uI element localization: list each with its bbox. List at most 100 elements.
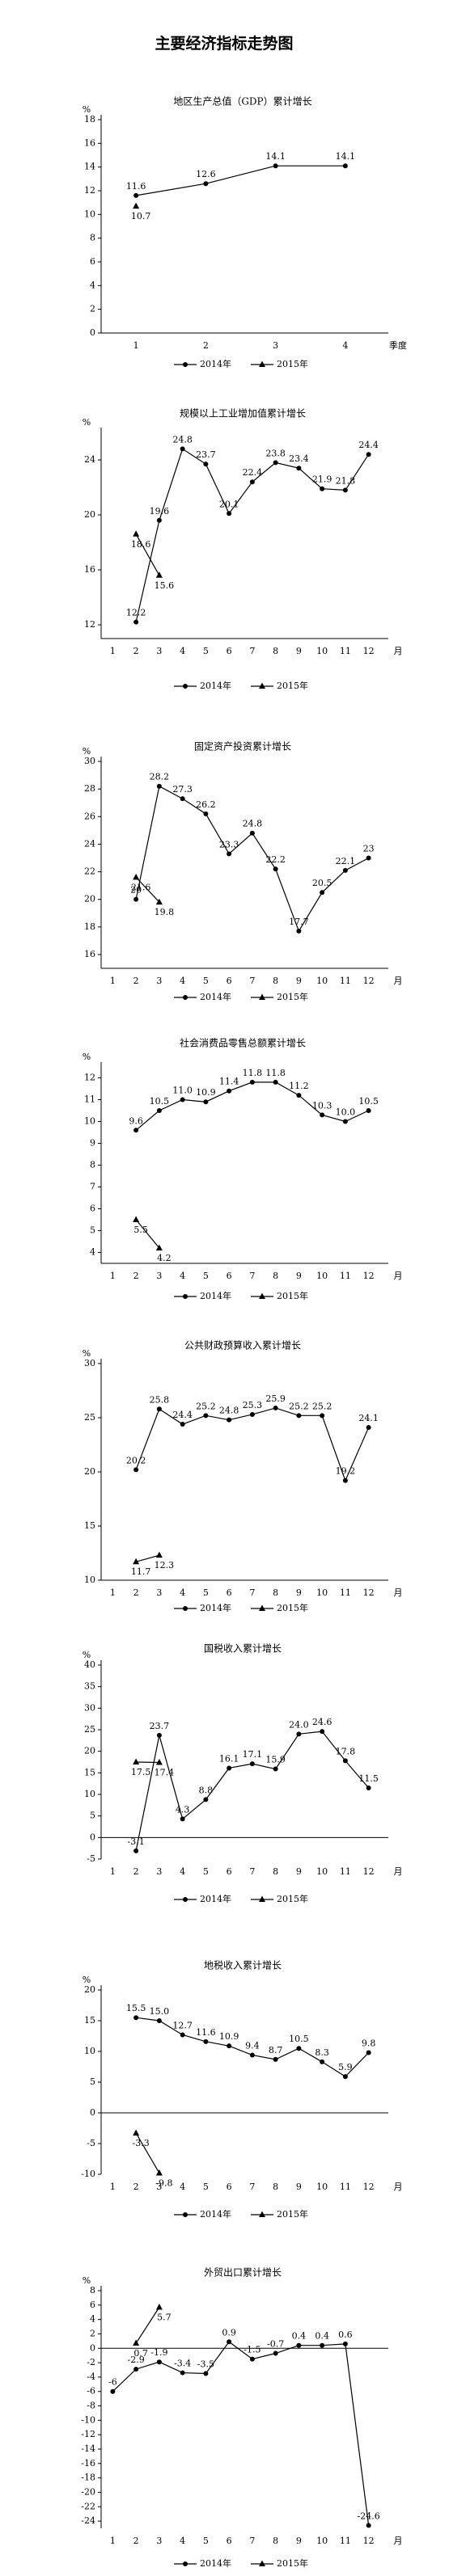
y-tick-label: 20: [84, 1466, 95, 1477]
data-label: 11.6: [196, 2027, 216, 2038]
legend-marker: [183, 995, 188, 1000]
data-point: [133, 2015, 139, 2021]
data-label: 25.3: [243, 1400, 263, 1410]
data-label: 20.2: [126, 1455, 146, 1465]
x-axis-label: 月: [394, 2182, 403, 2192]
y-tick-label: 18: [84, 921, 95, 932]
data-point: [133, 1216, 140, 1222]
data-point: [366, 2523, 371, 2528]
data-point: [203, 1413, 209, 1419]
data-label: 0.4: [292, 2331, 307, 2342]
data-point: [155, 2169, 163, 2176]
data-point: [273, 163, 278, 169]
y-tick-label: 6: [90, 1204, 95, 1214]
x-axis-label: 月: [394, 1271, 403, 1281]
legend-label: 2015年: [277, 1290, 308, 1301]
y-tick-label: 30: [84, 756, 95, 766]
x-tick-label: 4: [180, 1271, 185, 1281]
data-point: [296, 1413, 302, 1419]
legend-label: 2014年: [200, 680, 231, 691]
y-tick-label: 15: [84, 1520, 95, 1531]
data-point: [133, 1848, 139, 1853]
data-point: [320, 1112, 325, 1118]
y-tick-label: 40: [84, 1659, 95, 1670]
x-axis-label: 月: [394, 1587, 403, 1598]
y-tick-label: -14: [81, 2443, 95, 2454]
x-tick-label: 7: [249, 2182, 255, 2192]
data-label: 0.6: [338, 2329, 353, 2340]
data-label: 19.6: [150, 506, 170, 516]
x-tick-label: 9: [296, 1587, 302, 1598]
data-label: 12.7: [172, 2020, 193, 2030]
data-point: [133, 873, 140, 880]
data-label: 11.7: [131, 1566, 151, 1577]
data-point: [320, 486, 325, 491]
x-tick-label: 6: [227, 1587, 232, 1598]
y-tick-label: -12: [81, 2429, 95, 2439]
data-label: 24.1: [358, 1413, 379, 1423]
data-label: 24.4: [358, 440, 379, 450]
data-point: [156, 1406, 162, 1412]
x-tick-label: 6: [227, 1271, 232, 1281]
y-tick-label: 30: [84, 1702, 95, 1713]
y-tick-label: 0: [90, 1832, 95, 1842]
y-tick-label: 16: [84, 564, 95, 575]
data-label: 10.9: [219, 2031, 239, 2042]
data-point: [273, 2056, 278, 2062]
data-label: 15.0: [150, 2006, 170, 2017]
x-tick-label: 9: [296, 1271, 302, 1281]
data-label: -2.9: [128, 2355, 145, 2365]
data-label: 20.1: [219, 499, 239, 509]
y-tick-label: 6: [90, 2300, 95, 2310]
x-tick-label: 4: [342, 340, 348, 351]
data-label: 24.0: [289, 1719, 309, 1730]
x-tick-label: 1: [110, 976, 116, 986]
y-tick-label: 8: [90, 2285, 95, 2296]
data-point: [156, 1732, 162, 1738]
y-tick-label: 12: [84, 185, 95, 196]
data-label: 17.7: [289, 917, 309, 927]
x-tick-label: 8: [273, 1587, 278, 1598]
data-point: [156, 2359, 162, 2365]
y-axis-label: %: [83, 2275, 91, 2286]
legend-marker: [259, 1895, 265, 1902]
chart-title: 国税收入累计增长: [204, 1643, 282, 1655]
x-tick-label: 10: [316, 976, 328, 986]
data-label: 5.9: [338, 2062, 353, 2072]
x-tick-label: 5: [203, 1587, 209, 1598]
data-label: 14.1: [265, 151, 286, 162]
x-tick-label: 4: [180, 2182, 185, 2192]
data-point: [180, 1816, 185, 1822]
y-tick-label: 14: [84, 162, 95, 172]
data-label: 16.1: [219, 1753, 239, 1764]
y-tick-label: 25: [84, 1724, 95, 1735]
data-point: [203, 2371, 209, 2376]
y-tick-label: 16: [84, 949, 95, 959]
data-label: 11.2: [289, 1081, 309, 1091]
y-tick-label: -5: [87, 2138, 95, 2148]
y-tick-label: 7: [90, 1182, 95, 1192]
data-label: 23.3: [219, 839, 239, 850]
legend-marker: [259, 993, 265, 1000]
data-point: [156, 1108, 162, 1113]
x-tick-label: 11: [340, 1587, 351, 1598]
data-label: 15.6: [155, 580, 175, 591]
y-tick-label: 18: [84, 114, 95, 124]
data-point: [342, 487, 348, 493]
y-tick-label: 4: [90, 2314, 95, 2325]
x-tick-label: 12: [363, 646, 375, 656]
data-point: [156, 517, 162, 523]
x-tick-label: 3: [156, 1587, 162, 1598]
x-tick-label: 8: [273, 1866, 278, 1877]
legend-marker: [259, 2560, 265, 2566]
data-point: [273, 2350, 278, 2356]
series-line: [135, 2307, 160, 2344]
y-tick-label: 10: [84, 209, 95, 219]
series-line: [135, 1219, 160, 1249]
x-tick-label: 9: [296, 2182, 302, 2192]
y-tick-label: -8: [87, 2401, 95, 2411]
chart-title: 外贸出口累计增长: [204, 2267, 282, 2279]
legend-marker: [183, 684, 188, 689]
y-tick-label: -5: [87, 1853, 95, 1864]
